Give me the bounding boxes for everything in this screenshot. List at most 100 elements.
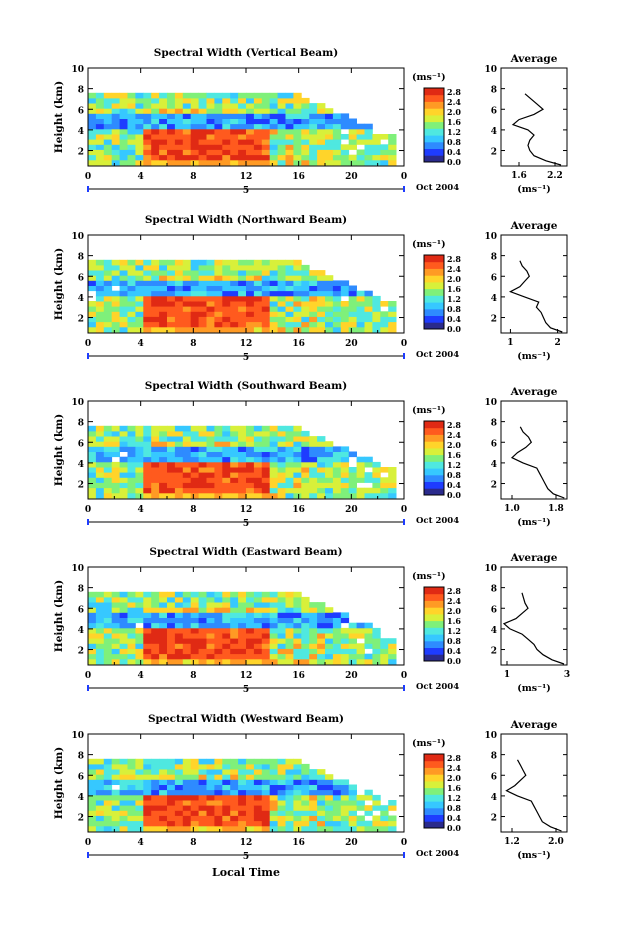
heatmap-cell	[309, 607, 318, 613]
heatmap-cell	[88, 441, 97, 447]
profile-line	[510, 426, 565, 499]
heatmap-cell	[214, 820, 223, 827]
heatmap-cell	[206, 602, 215, 608]
y-tick-label: 6	[78, 772, 84, 782]
heatmap-cell	[103, 627, 113, 634]
heatmap-cell	[356, 627, 365, 634]
heatmap-cell	[151, 97, 160, 104]
heatmap-cell	[214, 441, 223, 447]
heatmap-cell	[182, 306, 192, 312]
heatmap-cell	[332, 467, 342, 473]
colorbar-segment	[424, 821, 444, 829]
heatmap-cell	[348, 301, 357, 307]
heatmap-cell	[88, 103, 97, 109]
heatmap-cell	[309, 285, 318, 292]
heatmap-cell	[261, 779, 271, 785]
heatmap-cell	[151, 820, 160, 827]
heatmap-cell	[261, 596, 271, 603]
heatmap-cell	[95, 825, 105, 832]
heatmap-cell	[182, 456, 192, 463]
heatmap-cell	[261, 118, 271, 125]
heatmap-cell	[135, 482, 144, 489]
heatmap-cell	[190, 789, 199, 796]
heatmap-cell	[340, 456, 350, 463]
heatmap-cell	[348, 784, 357, 791]
heatmap-cell	[111, 779, 120, 785]
heatmap-cell	[293, 653, 302, 660]
heatmap-cell	[174, 482, 184, 489]
heatmap-cell	[174, 658, 184, 665]
heatmap-cell	[119, 658, 128, 665]
heatmap-cell	[143, 108, 152, 114]
heatmap-cell	[246, 784, 255, 791]
heatmap-cell	[167, 794, 176, 801]
heatmap-cell	[88, 805, 97, 811]
heatmap-cell	[111, 108, 120, 114]
heatmap-cell	[111, 794, 120, 801]
heatmap-cell	[135, 805, 144, 811]
heatmap-cell	[151, 591, 160, 598]
x-tick-label: 20	[345, 838, 358, 848]
heatmap-cell	[301, 482, 310, 489]
heatmap-cell	[285, 441, 294, 447]
heatmap-cell	[88, 92, 97, 99]
heatmap-cell	[253, 633, 263, 639]
heatmap-cell	[151, 477, 160, 483]
heatmap-cell	[103, 92, 113, 99]
x-tick-label: 0	[85, 172, 91, 182]
profile-y-tick-label: 8	[491, 86, 497, 96]
heatmap-cell	[119, 108, 128, 114]
heatmap-cell	[269, 607, 278, 613]
heatmap-cell	[206, 92, 215, 99]
heatmap-cell	[293, 758, 302, 765]
heatmap-cell	[238, 820, 247, 827]
heatmap-cell	[119, 97, 128, 104]
heatmap-cell	[325, 326, 334, 333]
heatmap-cell	[198, 758, 207, 765]
heatmap-cell	[309, 825, 318, 832]
heatmap-cell	[95, 270, 105, 276]
heatmap-cell	[119, 653, 128, 660]
heatmap-cell	[388, 311, 397, 317]
heatmap-cell	[348, 643, 357, 649]
heatmap-cell	[119, 113, 128, 119]
heatmap-cell	[167, 451, 176, 458]
colorbar-tick-label: 0.8	[447, 137, 461, 147]
heatmap-cell	[285, 316, 294, 323]
heatmap-cell	[190, 784, 199, 791]
heatmap-cell	[261, 275, 271, 281]
heatmap-cell	[317, 482, 326, 489]
heatmap-cell	[246, 487, 255, 494]
heatmap-cell	[167, 477, 176, 483]
heatmap-cell	[380, 467, 389, 473]
heatmap-cell	[222, 285, 231, 292]
colorbar-segment	[424, 474, 444, 482]
heatmap-cell	[269, 658, 278, 665]
heatmap-cell	[246, 794, 255, 801]
heatmap-cell	[293, 264, 302, 271]
heatmap-cell	[285, 326, 294, 333]
heatmap-cell	[269, 612, 278, 618]
heatmap-cell	[253, 774, 263, 780]
heatmap-cell	[174, 270, 184, 276]
heatmap-cell	[309, 139, 318, 145]
colorbar-tick-label: 0.8	[447, 636, 461, 646]
heatmap-cell	[88, 326, 97, 333]
heatmap-cell	[119, 779, 128, 785]
heatmap-cell	[88, 591, 97, 598]
heatmap-cell	[111, 658, 120, 665]
heatmap-cell	[151, 467, 160, 473]
heatmap-cell	[301, 774, 310, 780]
heatmap-cell	[103, 477, 113, 483]
heatmap-cell	[293, 805, 302, 811]
heatmap-cell	[143, 800, 152, 806]
heatmap-cell	[222, 92, 231, 99]
heatmap-cell	[238, 321, 247, 328]
heatmap-cell	[309, 820, 318, 827]
heatmap-cell	[301, 144, 310, 150]
heatmap-cell	[238, 602, 247, 608]
heatmap-cell	[198, 789, 207, 796]
heatmap-cell	[309, 316, 318, 323]
heatmap-cell	[356, 472, 365, 478]
heatmap-cell	[190, 622, 199, 629]
